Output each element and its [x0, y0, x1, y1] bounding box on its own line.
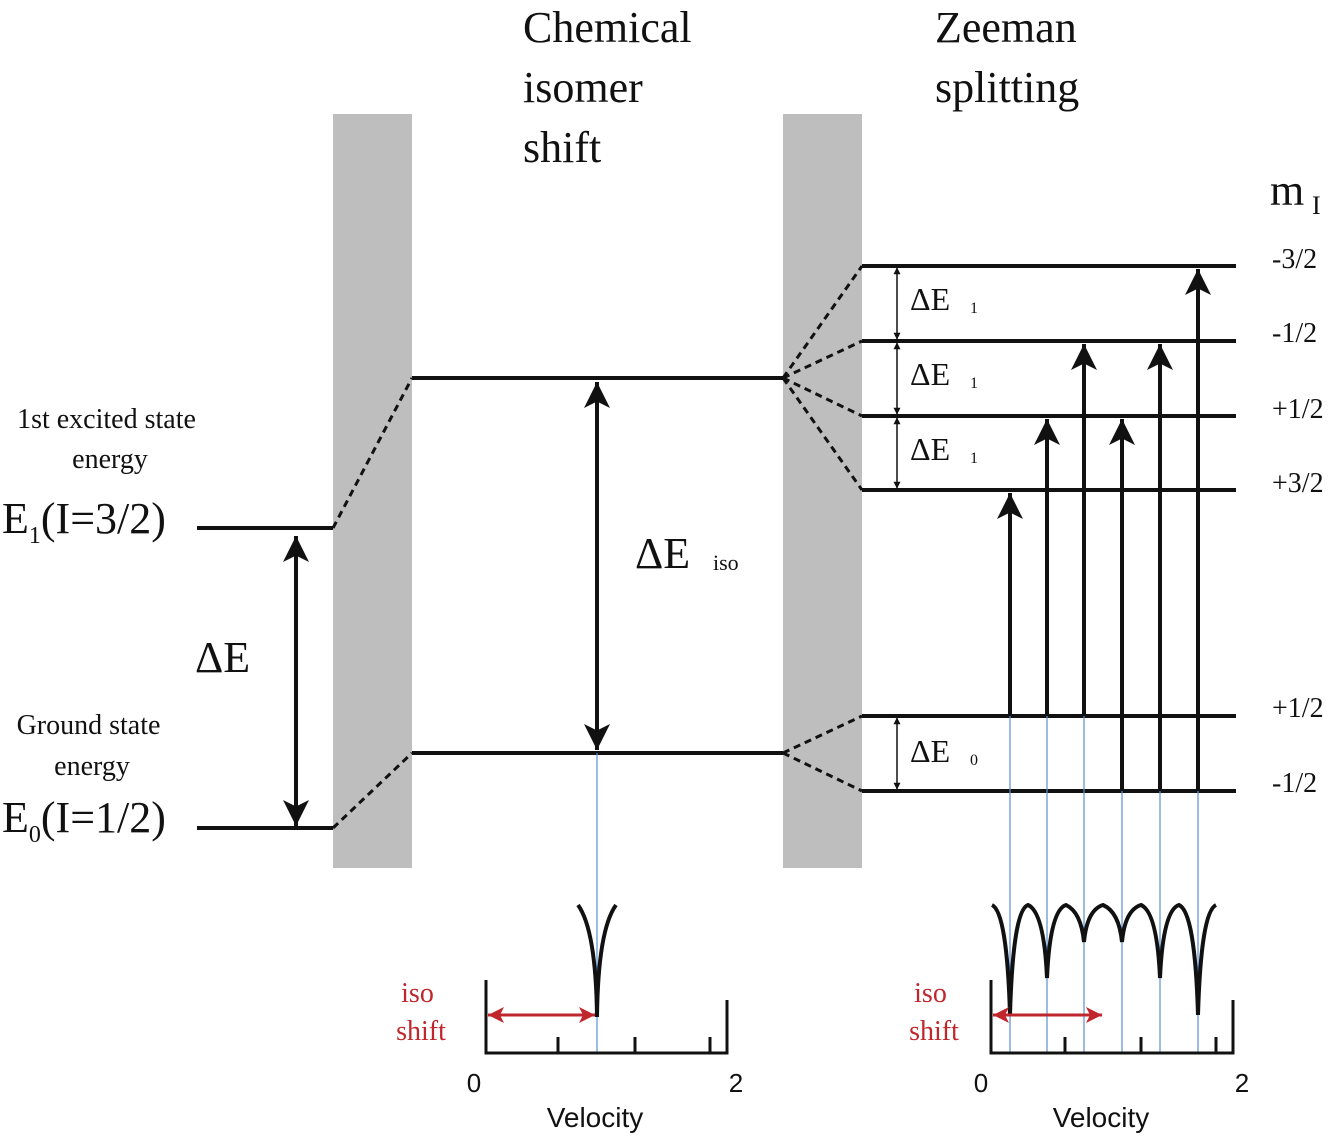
left-band [333, 114, 412, 868]
ground-state-description: Ground state energy [17, 710, 168, 782]
six-line-absorption [990, 902, 1218, 1016]
mi-value: -1/2 [1272, 768, 1317, 799]
mi-values: -3/2 -1/2 +1/2 +3/2 +1/2 -1/2 [1272, 244, 1324, 799]
transition-arrows [997, 269, 1211, 791]
ground-state-label: E0(I=1/2) [2, 793, 166, 848]
gap-label-ground: ΔE 0 [910, 733, 978, 769]
right-band [783, 114, 862, 868]
gap-label-excited-1: ΔE 1 [910, 281, 978, 317]
mi-value: -1/2 [1272, 318, 1317, 349]
excited-state-label: E1(I=3/2) [2, 494, 166, 549]
axis-tick-zero-zeeman: 0 [974, 1068, 988, 1098]
velocity-axis-label: Velocity [547, 1102, 644, 1133]
mi-value: +1/2 [1272, 394, 1324, 425]
connector-ground [331, 751, 414, 830]
mi-value: +3/2 [1272, 468, 1324, 499]
iso-shift-label-zeeman: iso shift [909, 978, 959, 1047]
axis-tick-two: 2 [729, 1068, 743, 1098]
axis-tick-zero: 0 [467, 1068, 481, 1098]
delta-e-iso-label: ΔE iso [635, 529, 739, 578]
gap-label-excited-2: ΔE 1 [910, 356, 978, 392]
isomer-axis [484, 980, 729, 1055]
axis-tick-two-zeeman: 2 [1235, 1068, 1249, 1098]
velocity-axis-label-zeeman: Velocity [1053, 1102, 1150, 1133]
iso-shift-label: iso shift [396, 978, 446, 1047]
delta-e-label: ΔE [195, 633, 250, 682]
gap-label-excited-3: ΔE 1 [910, 431, 978, 467]
isomer-spectrum: iso shift 0 2 Velocity [396, 903, 743, 1133]
connector-excited [331, 377, 414, 529]
isomer-title: Chemical isomer shift [523, 3, 703, 172]
zeeman-levels [862, 264, 1236, 793]
zeeman-connectors [781, 265, 864, 793]
gap-labels: ΔE 1 ΔE 1 ΔE 1 ΔE 0 [910, 281, 978, 769]
single-absorption-line [576, 903, 618, 1018]
zeeman-axis [989, 980, 1235, 1055]
zeeman-spectrum: iso shift 0 2 Velocity [909, 902, 1249, 1133]
mi-value: -3/2 [1272, 244, 1317, 275]
mi-value: +1/2 [1272, 693, 1324, 724]
zeeman-title: Zeeman splitting [935, 3, 1088, 112]
excited-state-description: 1st excited state energy [17, 404, 203, 475]
